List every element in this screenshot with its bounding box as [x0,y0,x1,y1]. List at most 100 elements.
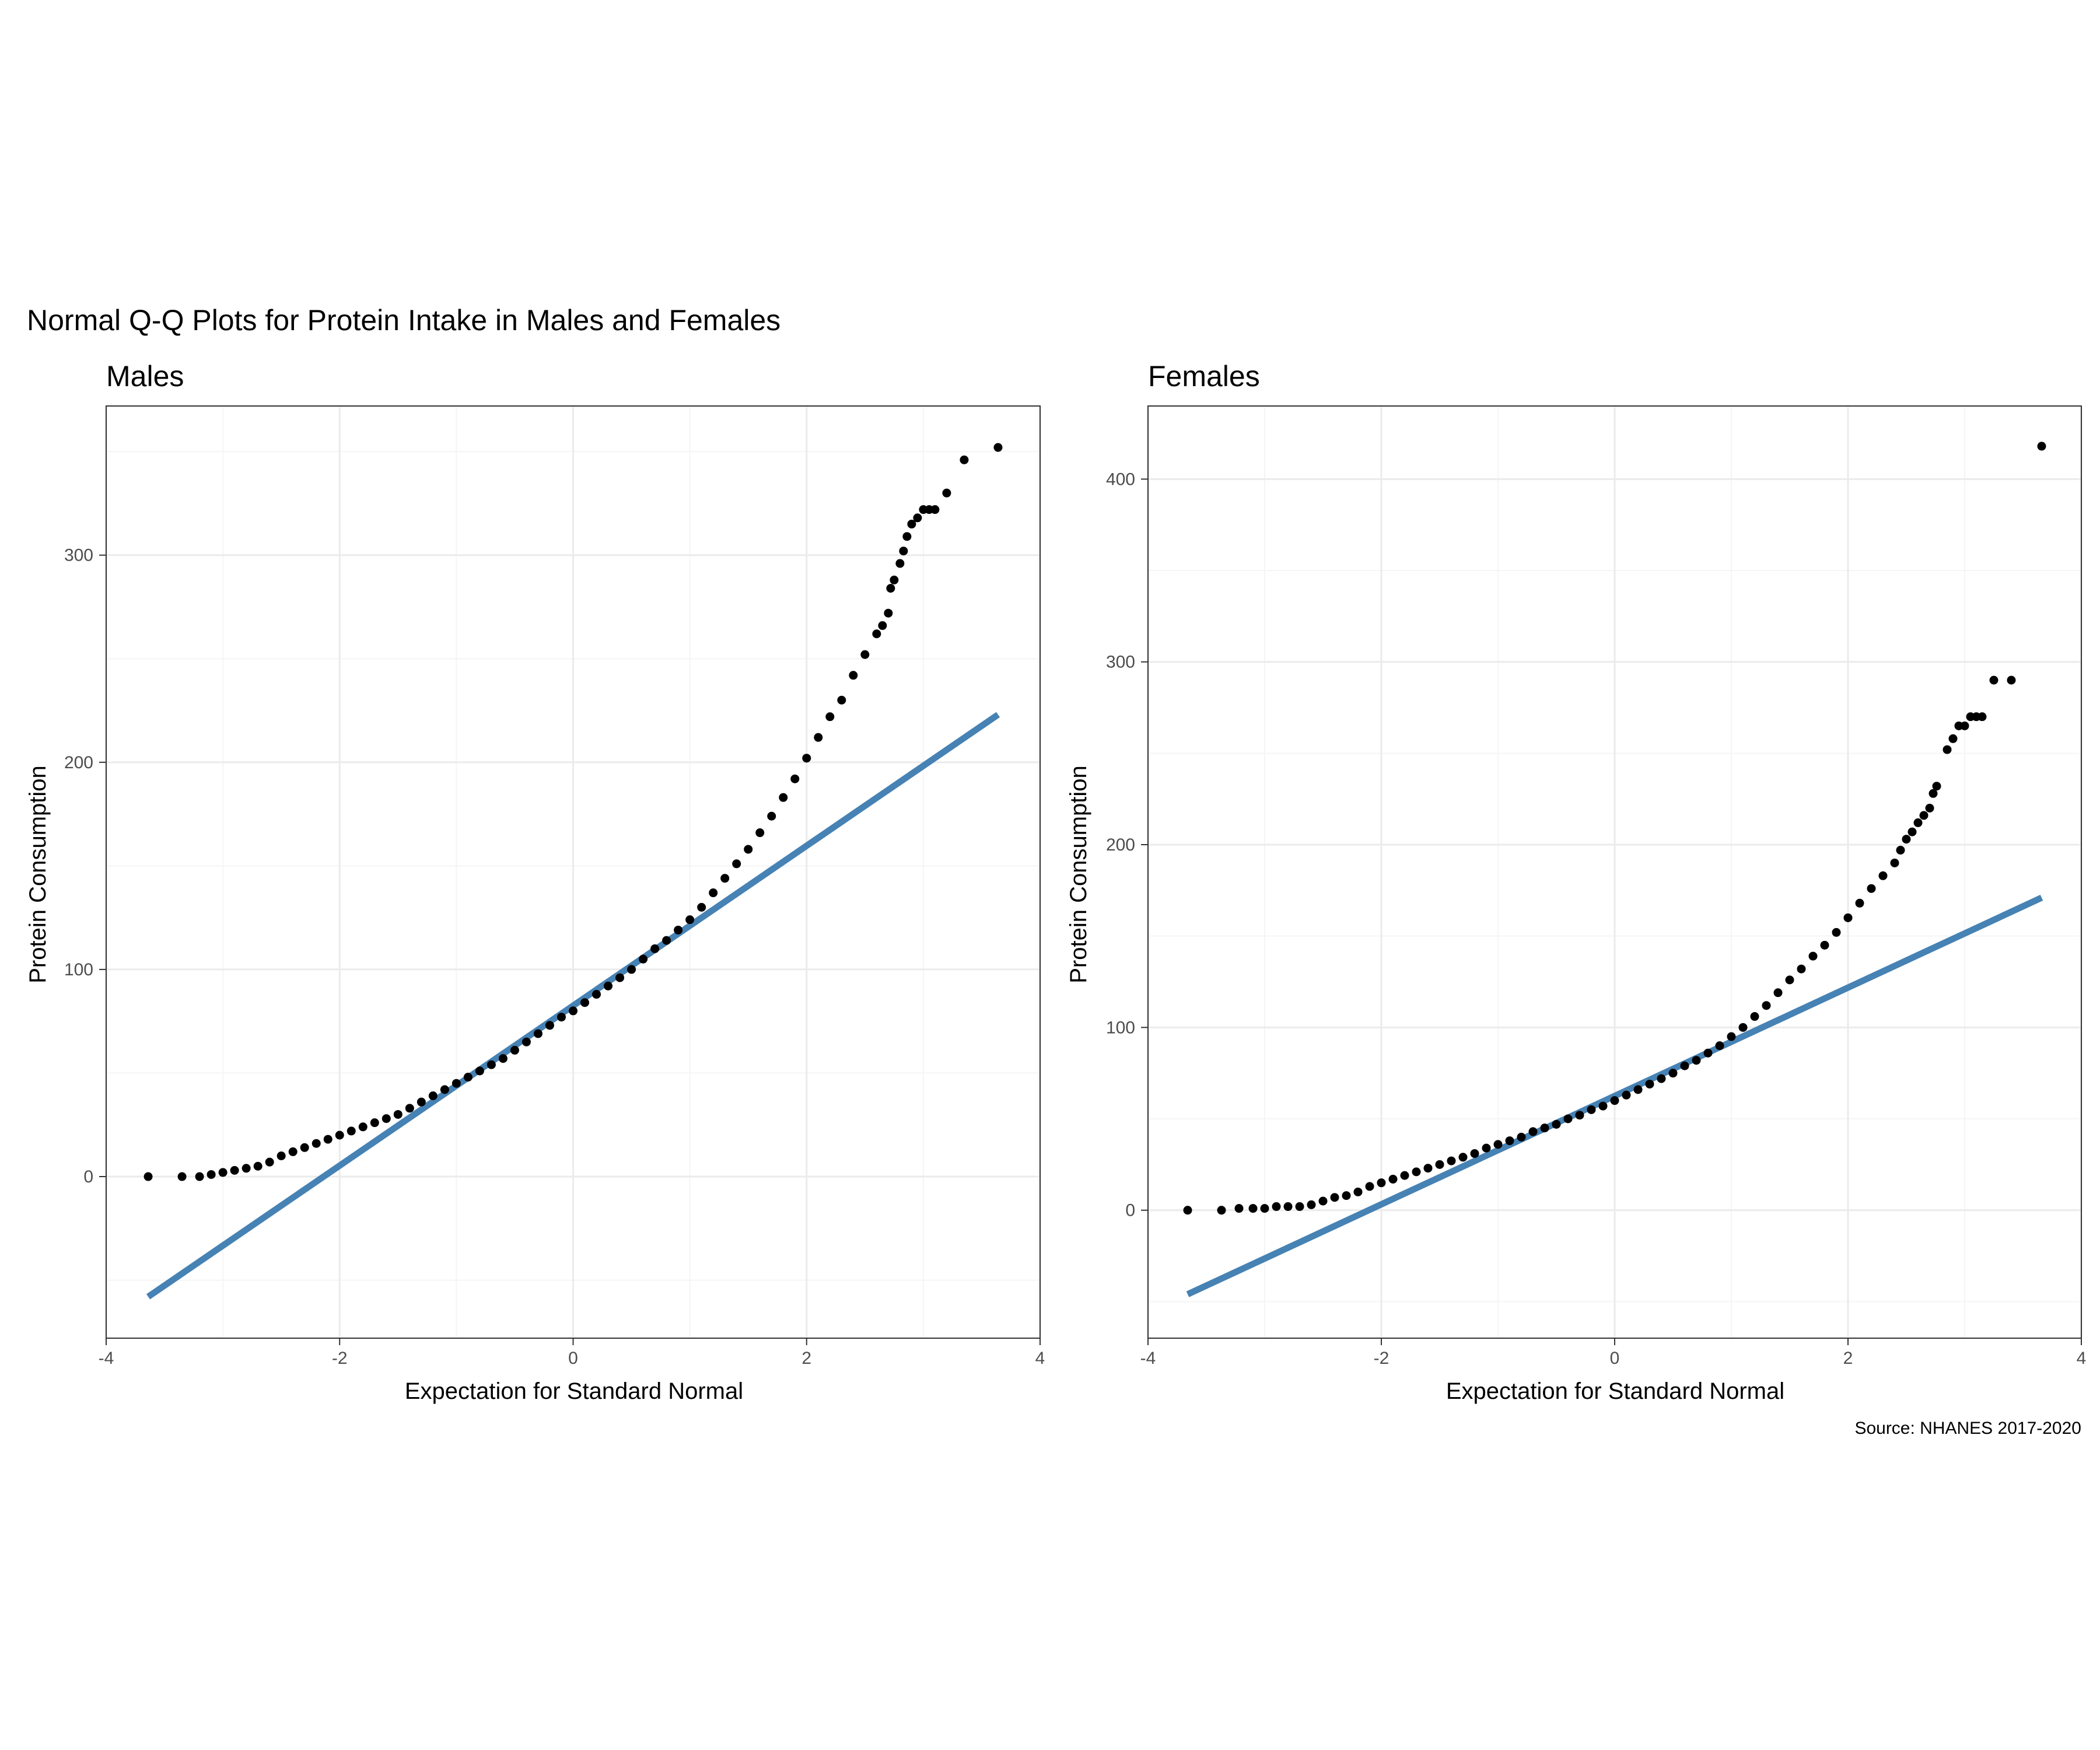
y-tick-label: 100 [64,960,93,979]
data-point [639,954,648,964]
data-point [1919,811,1929,820]
data-point [144,1172,153,1181]
y-tick-label: 400 [1106,470,1135,489]
data-point [1563,1114,1573,1124]
data-point [1738,1023,1748,1032]
data-point [1692,1056,1701,1065]
plot-area: -4 -2 0 2 4 0 100 200 300 [64,405,1045,1368]
data-point [452,1079,461,1088]
overall-title: Normal Q-Q Plots for Protein Intake in M… [27,304,780,337]
data-point [884,608,893,618]
data-point [1435,1160,1444,1169]
data-point [1668,1069,1678,1078]
data-point [1932,782,1941,791]
data-point [382,1114,391,1124]
data-point [1528,1127,1538,1136]
data-point [1330,1193,1339,1202]
data-point [1552,1119,1561,1129]
data-point [1703,1048,1713,1058]
y-tick-label: 200 [64,753,93,772]
data-point [1400,1171,1409,1180]
panel-title-females: Females [1148,360,1260,393]
data-point [1913,818,1923,827]
x-tick-label: -2 [332,1349,348,1368]
data-point [592,990,601,999]
data-point [1867,884,1876,893]
data-point [615,973,625,982]
data-point [545,1021,554,1030]
x-tick-label: -2 [1374,1349,1390,1368]
data-point [1295,1202,1304,1211]
data-point [1657,1074,1666,1083]
data-point [993,443,1003,452]
y-tick-label: 300 [64,546,93,565]
data-point [556,1013,566,1022]
x-tick-label: 4 [2077,1349,2087,1368]
data-point [2007,676,2016,685]
data-point [685,915,695,925]
data-point [1908,827,1917,836]
data-point [1960,721,1969,730]
data-point [230,1166,239,1175]
data-point [1610,1096,1619,1105]
data-point [604,981,613,991]
data-point [895,559,905,568]
data-point [1929,789,1938,798]
data-point [1587,1105,1596,1114]
data-point [650,944,660,953]
data-point [487,1060,496,1069]
data-point [1680,1061,1689,1070]
data-point [849,671,858,680]
data-point [1423,1164,1433,1173]
y-tick-label: 200 [1106,835,1135,855]
data-point [569,1006,578,1016]
data-point [428,1091,438,1101]
data-point [837,695,846,705]
data-point [195,1172,204,1181]
data-point [1989,676,1999,685]
x-axis-title-females: Expectation for Standard Normal [1446,1378,1784,1404]
data-point [1622,1090,1631,1100]
data-point [463,1073,473,1082]
data-point [899,547,908,556]
data-point [1217,1206,1226,1215]
data-point [510,1045,519,1055]
data-point [1925,803,1934,813]
data-point [1540,1124,1549,1133]
data-point [674,925,683,935]
data-point [1843,913,1853,922]
data-point [1458,1153,1468,1162]
data-point [1890,858,1899,867]
data-point [1978,712,1987,722]
data-point [1388,1174,1398,1184]
data-point [440,1085,449,1094]
x-tick-label: 2 [802,1349,811,1368]
data-point [405,1104,414,1113]
data-point [1283,1202,1293,1211]
y-axis-title-females: Protein Consumption [1066,765,1091,984]
y-tick-label: 100 [1106,1018,1135,1037]
data-point [886,583,895,593]
data-point [177,1172,187,1181]
data-point [206,1170,216,1179]
data-point [1715,1041,1724,1051]
data-point [1353,1187,1363,1196]
data-point [475,1066,484,1076]
data-point [732,859,741,869]
x-tick-label: 0 [1610,1349,1620,1368]
data-point [1248,1204,1258,1213]
data-point [907,519,916,528]
source-caption: Source: NHANES 2017-2020 [1854,1419,2081,1438]
data-point [1365,1182,1374,1191]
data-point [1943,745,1952,754]
data-point [2037,442,2046,451]
data-point [913,513,922,523]
data-point [1773,988,1783,998]
data-point [790,774,800,783]
data-point [662,936,671,945]
data-point [1750,1012,1759,1021]
data-point [1902,835,1911,844]
x-tick-label: -4 [99,1349,114,1368]
data-point [300,1143,309,1152]
